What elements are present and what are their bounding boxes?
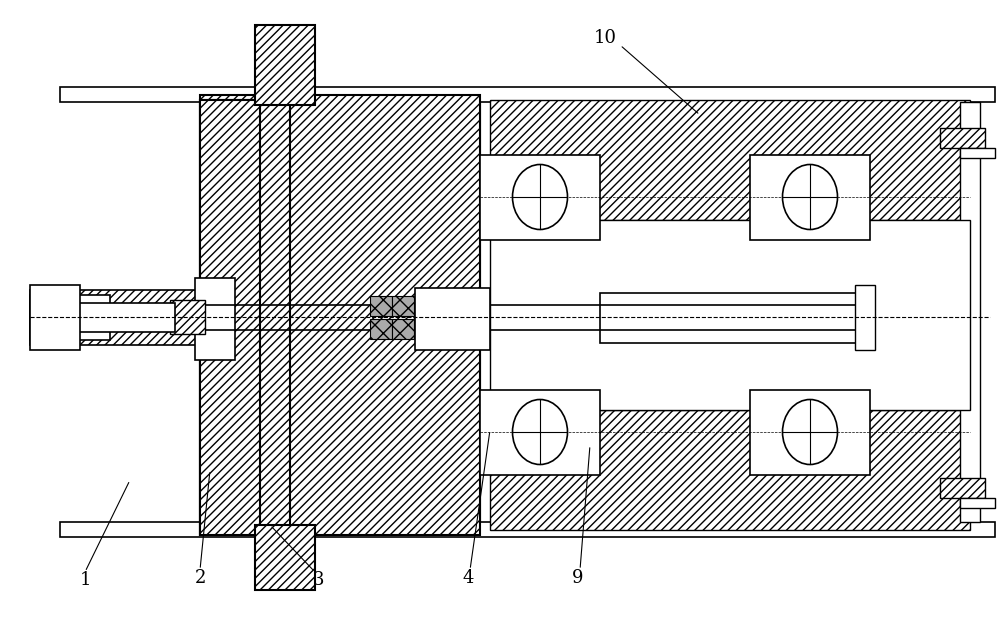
Bar [255,25,315,105]
Bar [750,155,870,240]
Bar [370,296,392,316]
Text: 4: 4 [462,569,474,587]
Bar [960,498,995,508]
Bar [200,100,260,535]
Ellipse shape [512,165,568,230]
Bar [60,522,995,537]
Bar [940,128,985,148]
Bar [200,95,480,535]
Bar [60,87,995,102]
Text: 10: 10 [594,29,616,47]
Bar [960,148,995,158]
Bar [30,303,175,332]
Bar [480,390,600,475]
Text: 2: 2 [194,569,206,587]
Text: 9: 9 [572,569,584,587]
Bar [370,319,392,339]
Bar [855,285,875,350]
Bar [392,319,414,339]
Bar [415,288,490,350]
Bar [195,278,235,360]
Text: 3: 3 [312,571,324,589]
Bar [600,293,870,343]
Bar [750,390,870,475]
Bar [490,410,970,530]
Bar [200,100,290,535]
Ellipse shape [782,165,838,230]
Bar [30,295,110,340]
Bar [255,525,315,590]
Ellipse shape [782,399,838,464]
Bar [392,296,414,316]
Ellipse shape [512,399,568,464]
Bar [480,155,600,240]
Bar [490,100,970,220]
Bar [940,478,985,498]
Bar [490,220,970,410]
Text: 1: 1 [79,571,91,589]
Bar [30,290,200,345]
Bar [960,102,980,522]
Bar [480,95,975,535]
Bar [170,300,205,334]
Bar [30,285,80,350]
